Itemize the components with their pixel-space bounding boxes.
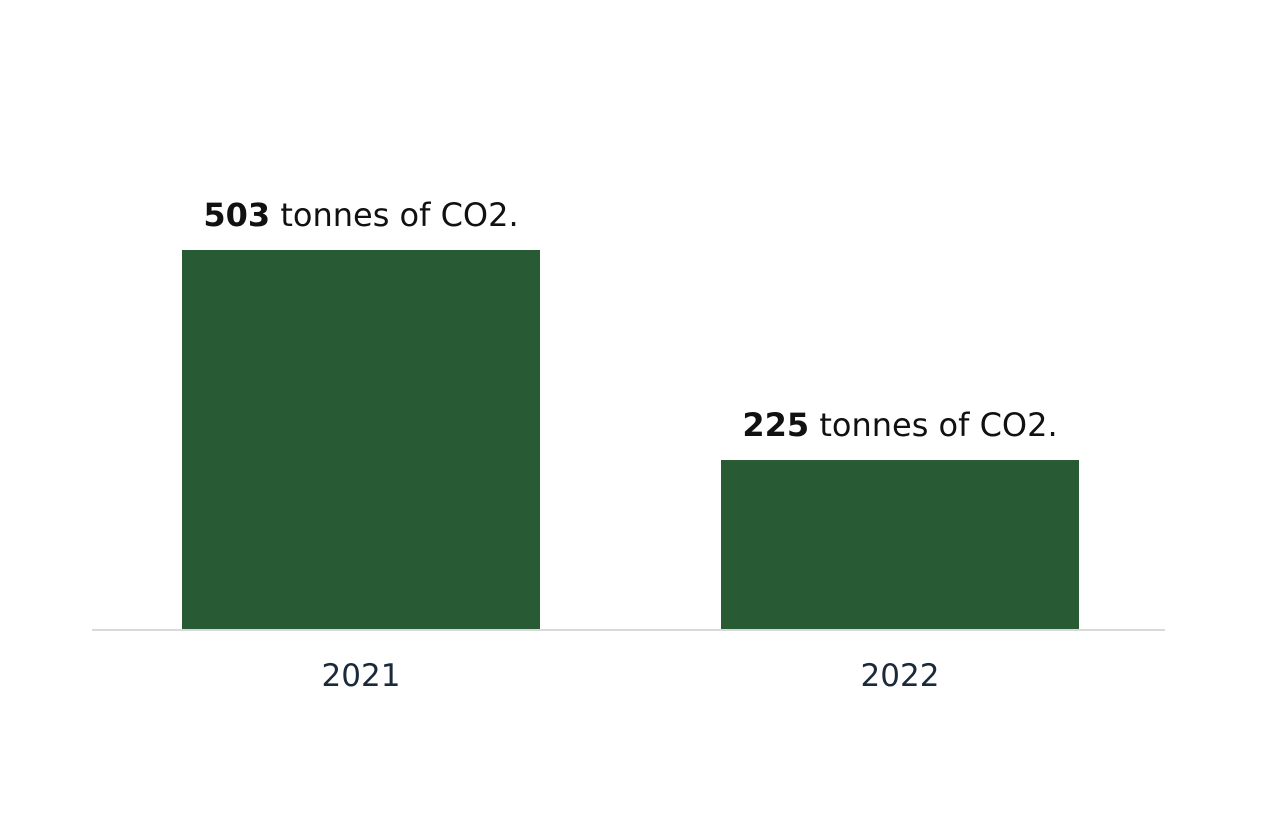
data-label-unit: tonnes of CO2.	[809, 406, 1057, 444]
data-labels-group: 503 tonnes of CO2.225 tonnes of CO2.	[203, 196, 1057, 444]
data-label-2021: 503 tonnes of CO2.	[203, 196, 518, 234]
x-tick-labels-group: 2021 2022	[322, 658, 940, 694]
bar-2022	[721, 460, 1079, 630]
data-label-unit: tonnes of CO2.	[270, 196, 518, 234]
x-tick-label-2021: 2021	[322, 658, 401, 694]
bar-2021	[182, 250, 540, 630]
data-label-value: 225	[742, 406, 809, 444]
x-tick-label-2022: 2022	[861, 658, 940, 694]
data-label-2022: 225 tonnes of CO2.	[742, 406, 1057, 444]
data-label-value: 503	[203, 196, 270, 234]
bars-group	[182, 250, 1079, 630]
